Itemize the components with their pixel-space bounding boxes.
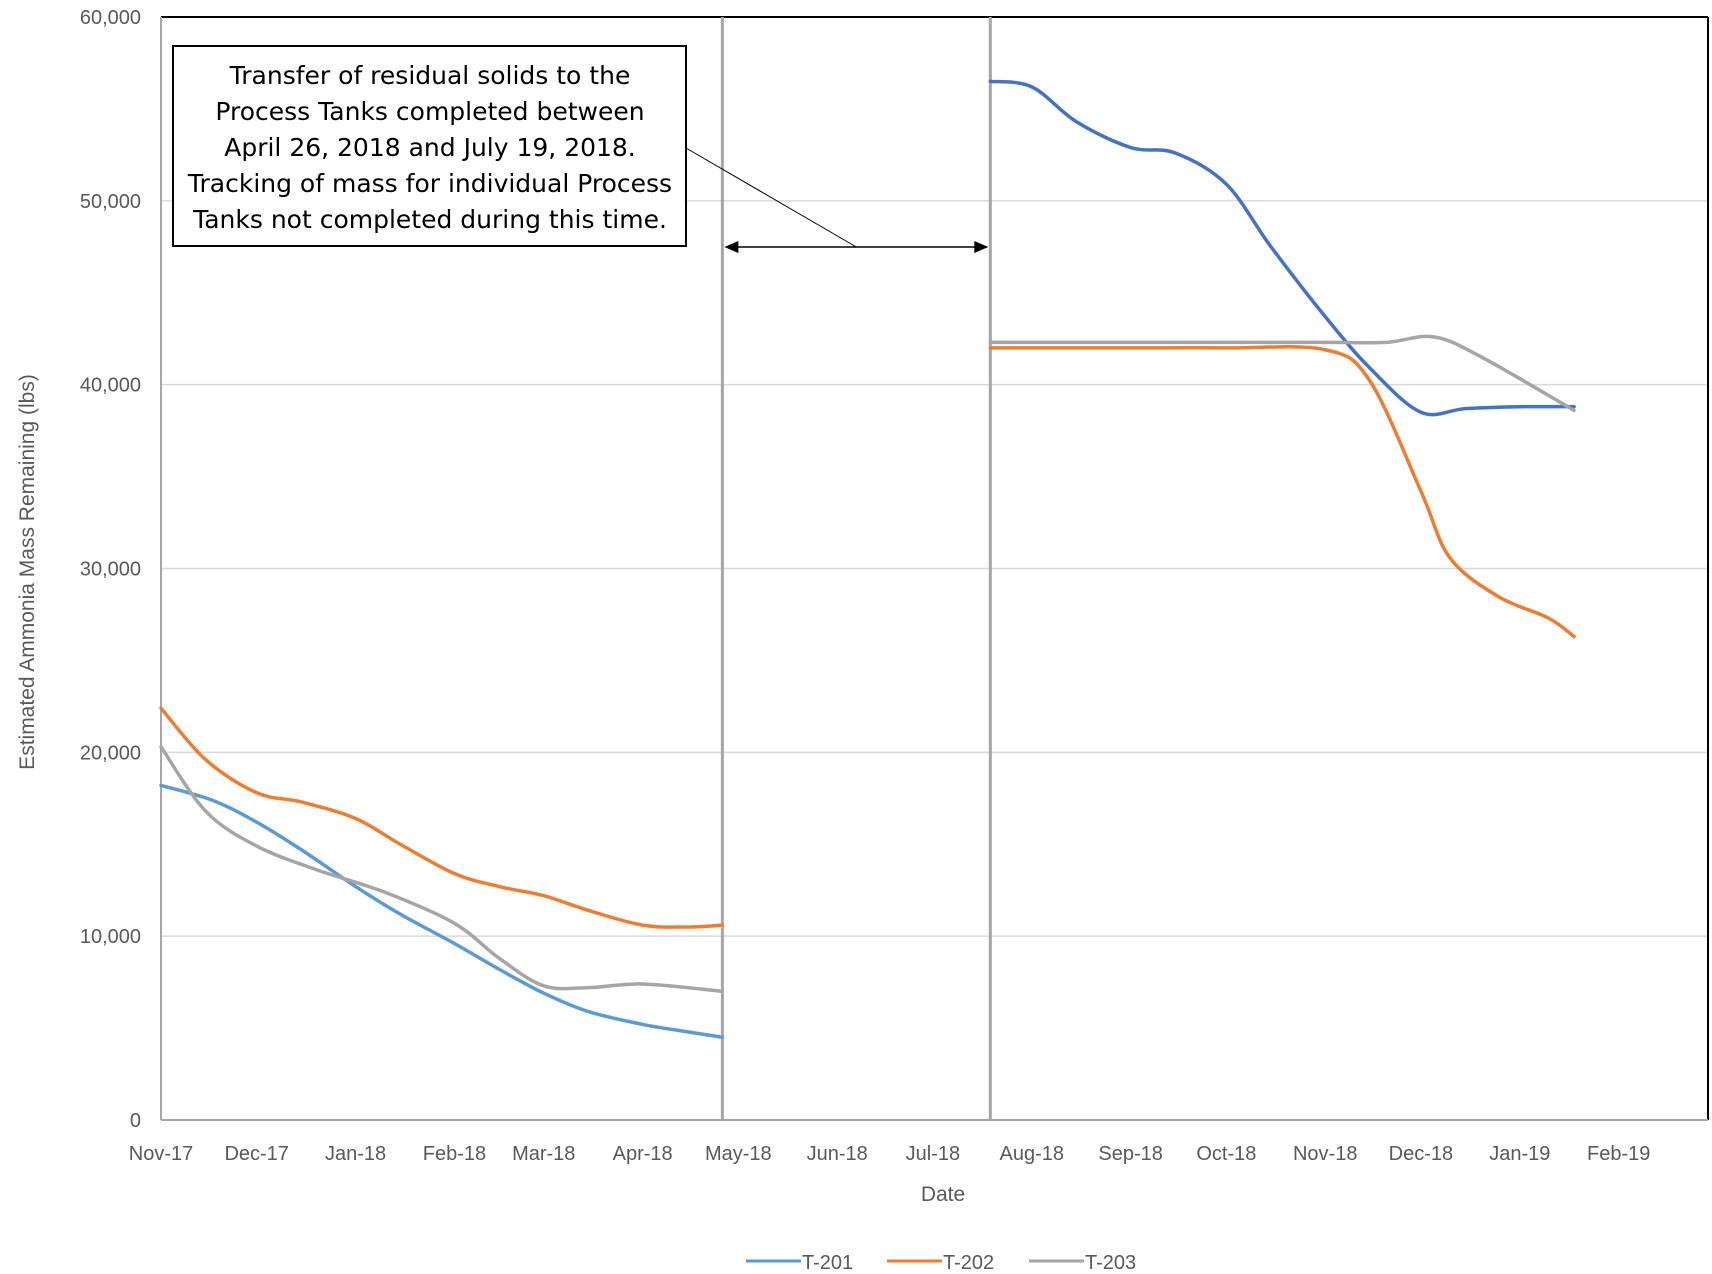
annotation-line: Tracking of mass for individual Process — [187, 169, 672, 198]
annotation-arrows — [685, 147, 989, 253]
x-tick-label: Jun-18 — [807, 1143, 868, 1165]
x-tick-label: Oct-18 — [1196, 1143, 1256, 1165]
y-tick-label: 0 — [130, 1110, 141, 1132]
x-axis-title: Date — [921, 1183, 965, 1206]
annotation-line: Transfer of residual solids to the — [229, 61, 631, 90]
y-tick-label: 50,000 — [80, 191, 141, 213]
x-tick-label: Sep-18 — [1098, 1143, 1163, 1165]
legend-label-t203: T-203 — [1085, 1252, 1136, 1274]
series-line-2 — [159, 706, 725, 929]
y-tick-label: 40,000 — [80, 375, 141, 397]
annotation-line: Process Tanks completed between — [215, 97, 644, 126]
legend-label-t202: T-202 — [943, 1252, 994, 1274]
y-tick-label: 30,000 — [80, 559, 141, 581]
annotation-line: April 26, 2018 and July 19, 2018. — [224, 133, 636, 162]
x-tick-label: Nov-18 — [1293, 1143, 1357, 1165]
x-tick-label: Jan-19 — [1489, 1143, 1550, 1165]
series-line-6 — [988, 334, 1576, 413]
y-tick-label: 60,000 — [80, 7, 141, 29]
series-lines — [159, 79, 1576, 1040]
arrowhead-right-icon — [974, 241, 989, 253]
y-axis-title: Estimated Ammonia Mass Remaining (lbs) — [16, 374, 39, 770]
y-tick-label: 10,000 — [80, 926, 141, 948]
x-tick-label: Feb-19 — [1587, 1143, 1650, 1165]
y-tick-label: 20,000 — [80, 742, 141, 764]
annotation-leader-line — [685, 147, 857, 248]
legend-label-t201: T-201 — [802, 1252, 853, 1274]
annotation-box: Transfer of residual solids to the Proce… — [172, 45, 687, 247]
series-line-3 — [159, 745, 725, 994]
tick-labels: 0 10,000 20,000 30,000 40,000 50,000 60,000 Nov… — [80, 7, 1651, 1165]
legend: T-201 T-202 T-203 — [746, 1252, 1136, 1274]
x-tick-label: Feb-18 — [423, 1143, 486, 1165]
x-tick-label: Mar-18 — [512, 1143, 575, 1165]
annotation-line: Tanks not completed during this time. — [192, 205, 667, 234]
x-tick-label: Dec-17 — [224, 1143, 288, 1165]
x-tick-label: Apr-18 — [613, 1143, 673, 1165]
x-tick-label: Jul-18 — [906, 1143, 960, 1165]
arrowhead-left-icon — [724, 241, 739, 253]
series-line-4 — [988, 79, 1576, 417]
x-tick-label: Jan-18 — [325, 1143, 386, 1165]
x-tick-label: Nov-17 — [129, 1143, 193, 1165]
x-tick-label: May-18 — [705, 1143, 772, 1165]
x-tick-label: Dec-18 — [1389, 1143, 1453, 1165]
axes — [160, 16, 1709, 1121]
annotation-rect — [172, 45, 687, 247]
series-line-5 — [988, 345, 1576, 639]
series-line-1 — [159, 783, 725, 1040]
x-tick-label: Aug-18 — [1000, 1143, 1065, 1165]
